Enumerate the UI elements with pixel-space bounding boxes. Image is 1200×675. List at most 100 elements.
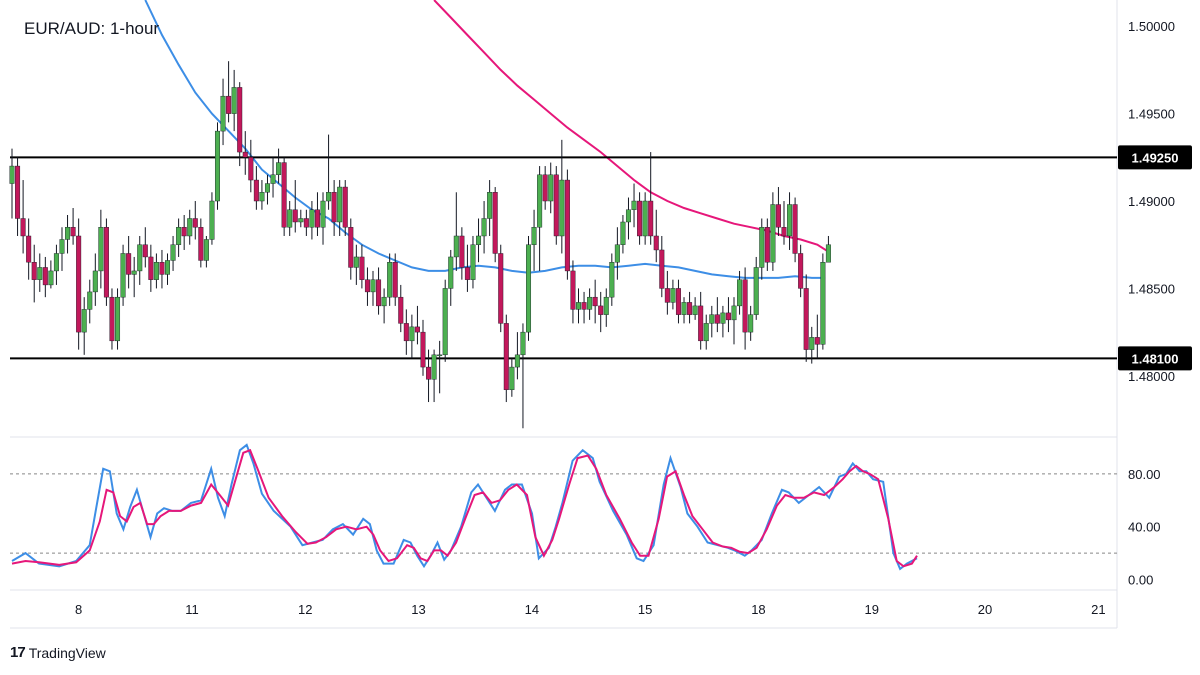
stochastic-oscillator	[10, 443, 1117, 571]
candle-body	[809, 337, 815, 350]
candle-body	[559, 179, 565, 237]
candle	[153, 253, 159, 289]
candle	[103, 218, 109, 306]
level-label-box	[1118, 145, 1192, 170]
candle-body	[259, 192, 265, 202]
candle-body	[87, 291, 93, 310]
candle-body	[59, 239, 65, 254]
candle-body	[387, 262, 393, 298]
candle	[331, 180, 337, 236]
candle-body	[437, 354, 443, 357]
time-tick-label: 13	[411, 602, 425, 617]
candle-body	[309, 209, 315, 228]
candle-body	[292, 209, 298, 223]
candle-body	[26, 235, 32, 263]
candle	[226, 61, 232, 123]
candle	[214, 122, 220, 210]
candle-body	[609, 262, 615, 298]
candle	[470, 235, 476, 289]
candle	[803, 274, 809, 362]
candle-body	[337, 186, 343, 223]
candle	[725, 297, 731, 333]
candle	[737, 270, 743, 315]
candle	[592, 279, 598, 324]
candle	[631, 183, 637, 228]
candle	[270, 157, 276, 198]
candle	[115, 288, 121, 350]
candle-body	[276, 162, 282, 175]
ma_fast-line	[144, 0, 826, 279]
candle-body	[198, 227, 204, 261]
candle	[370, 270, 376, 306]
level-label-box	[1118, 346, 1192, 371]
time-tick-label: 8	[75, 602, 82, 617]
candle-body	[825, 244, 831, 263]
time-tick-label: 15	[638, 602, 652, 617]
time-tick-label: 21	[1091, 602, 1105, 617]
candle-body	[775, 204, 781, 228]
candle-body	[759, 227, 765, 268]
candle	[459, 227, 465, 280]
candle-body	[314, 209, 320, 228]
candle	[809, 326, 815, 364]
candle-body	[820, 262, 826, 345]
candle	[775, 187, 781, 236]
candle-body	[575, 302, 581, 310]
pane-dividers	[10, 0, 1118, 629]
candle	[703, 314, 709, 350]
candle-body	[675, 288, 681, 315]
candle	[442, 279, 448, 362]
candle	[409, 314, 415, 359]
candle-body	[187, 218, 193, 237]
candle	[481, 201, 487, 254]
candle-body	[281, 162, 287, 228]
candle-body	[287, 209, 293, 228]
candle	[825, 235, 831, 263]
candle-body	[48, 270, 54, 286]
candle	[237, 82, 243, 167]
candle	[381, 288, 387, 324]
candle-body	[620, 221, 626, 245]
candle-body	[625, 209, 631, 223]
candle-body	[270, 174, 276, 184]
candle	[314, 192, 320, 236]
candle-body	[359, 256, 365, 280]
brand[interactable]: 17 TradingView	[10, 644, 106, 661]
candle	[770, 192, 776, 271]
candle	[26, 218, 32, 280]
time-tick-label: 19	[865, 602, 879, 617]
candle	[403, 309, 409, 355]
candle-body	[264, 183, 270, 193]
candle-body	[698, 305, 704, 342]
candle-body	[592, 296, 598, 307]
candle	[642, 192, 648, 245]
candle	[53, 244, 59, 285]
candle-body	[448, 256, 454, 289]
candle-body	[120, 253, 126, 298]
candle	[320, 192, 326, 245]
candle	[692, 297, 698, 320]
stoch-tick-label: 80.00	[1128, 467, 1161, 482]
candle	[137, 235, 143, 285]
candle	[764, 218, 770, 271]
candle-body	[303, 218, 309, 228]
candle	[464, 244, 470, 292]
candle-body	[492, 192, 498, 254]
candle	[748, 305, 754, 341]
candle	[609, 253, 615, 306]
candle	[303, 209, 309, 236]
candle-body	[603, 296, 609, 315]
candle-body	[687, 302, 693, 315]
candle-body	[392, 262, 398, 298]
candle-body	[731, 305, 737, 321]
candle-body	[814, 337, 820, 345]
candle	[392, 253, 398, 306]
candlesticks	[9, 61, 831, 429]
brand-name: TradingView	[28, 644, 106, 661]
candle-body	[564, 179, 570, 272]
candle	[648, 152, 654, 245]
candle	[264, 174, 270, 205]
candle	[542, 166, 548, 210]
candle-body	[753, 267, 759, 315]
candle-body	[781, 227, 787, 237]
